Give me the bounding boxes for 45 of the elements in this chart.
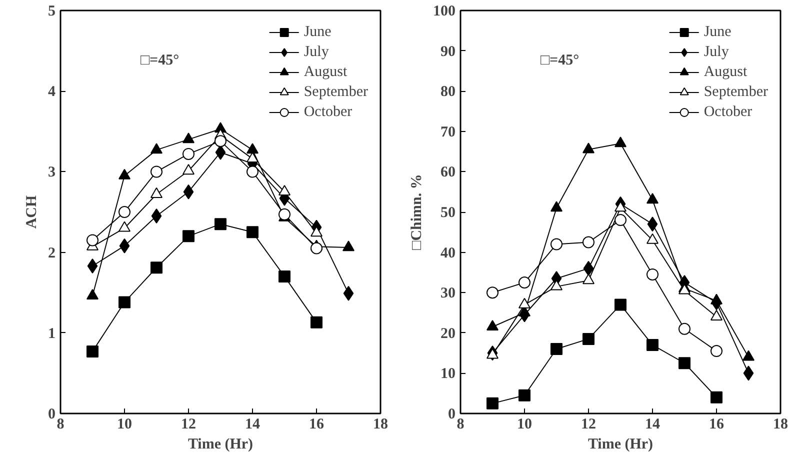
y-tick-label: 100 [433,4,456,20]
annotation: □=45° [540,52,580,68]
x-tick-label: 18 [773,416,788,432]
y-tick-label: 4 [48,84,56,100]
x-tick-label: 8 [56,416,64,432]
y-axis-title: ACH [24,195,40,229]
y-tick-label: 60 [440,164,456,181]
legend-label: October [304,104,352,120]
y-tick-label: 2 [48,245,56,262]
y-tick-label: 0 [48,406,56,422]
legend-label: July [304,44,329,60]
x-tick-label: 14 [645,416,660,432]
y-tick-label: 0 [448,406,456,422]
y-tick-label: 80 [440,84,456,100]
legend-label: August [304,64,348,80]
legend-label: June [304,24,332,40]
x-tick-label: 18 [373,416,388,432]
y-tick-label: 50 [440,205,456,221]
y-tick-label: 1 [48,326,56,342]
y-tick-label: 10 [440,366,456,382]
y-tick-label: 90 [440,44,456,60]
y-tick-label: 3 [48,164,56,181]
x-tick-label: 10 [117,416,132,432]
legend-label: June [704,24,732,40]
x-tick-label: 16 [309,416,324,432]
annotation: □=45° [140,52,180,68]
legend-label: July [704,44,729,60]
legend-label: October [704,104,752,120]
legend-label: August [704,64,748,80]
x-tick-label: 12 [181,416,196,432]
x-tick-label: 8 [456,416,464,432]
x-axis-title: Time (Hr) [188,436,254,452]
x-tick-label: 16 [709,416,724,432]
x-tick-label: 14 [245,416,260,432]
y-tick-label: 30 [440,286,456,302]
y-tick-label: 20 [440,326,456,342]
legend-label: September [304,84,368,100]
x-tick-label: 12 [581,416,596,432]
y-tick-label: 5 [48,4,56,20]
y-axis-title: □Chimn. % [409,174,425,250]
y-tick-label: 40 [440,245,456,262]
x-tick-label: 10 [517,416,532,432]
y-tick-label: 70 [440,124,456,140]
x-axis-title: Time (Hr) [588,436,654,452]
legend-label: September [704,84,768,100]
